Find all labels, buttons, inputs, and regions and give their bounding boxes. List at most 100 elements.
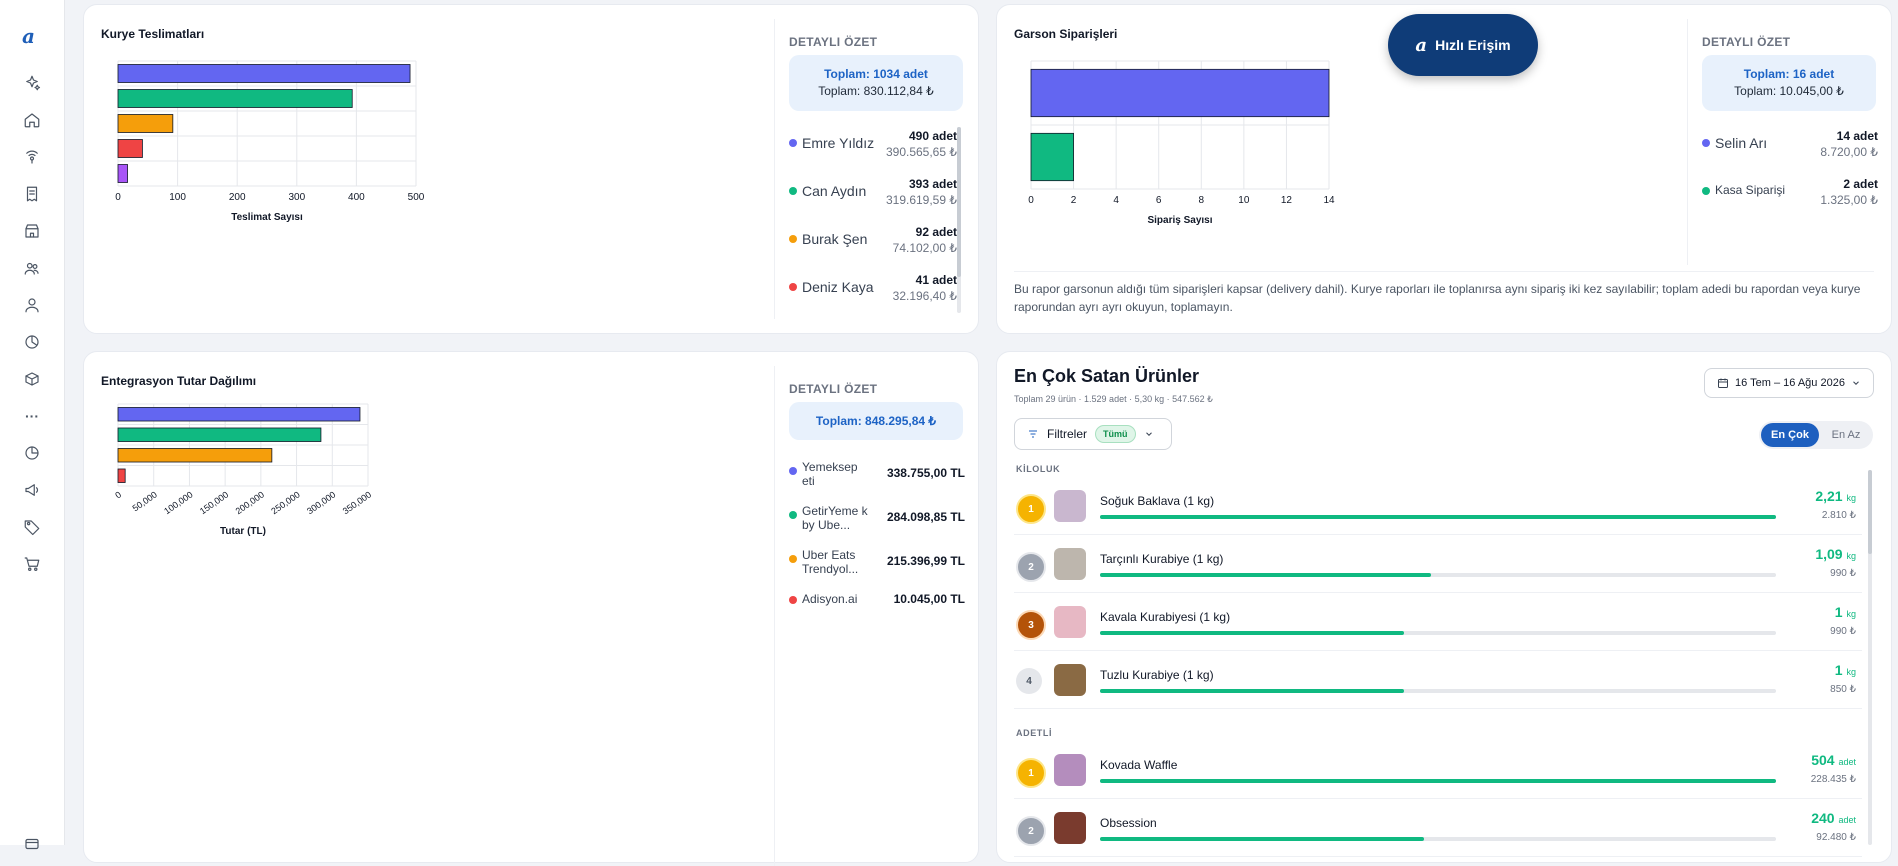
cart-icon[interactable] (12, 550, 52, 578)
bar[interactable] (117, 114, 174, 133)
person-count: 490 adet (908, 129, 957, 143)
card-icon[interactable] (12, 830, 52, 858)
product-row[interactable]: 2 Tarçınlı Kurabiye (1 kg) 1,09 kg 990 ₺ (1014, 536, 1862, 593)
pie-chart-icon[interactable] (12, 439, 52, 467)
product-name: Tarçınlı Kurabiye (1 kg) (1100, 552, 1224, 566)
waiter-title: Garson Siparişleri (1014, 27, 1118, 41)
legend-dot (1702, 187, 1710, 195)
filter-button[interactable]: Filtreler Tümü (1014, 418, 1172, 450)
app-logo[interactable]: a (22, 24, 35, 48)
product-share-fill (1100, 779, 1776, 783)
bar[interactable] (117, 89, 353, 108)
user-icon[interactable] (12, 291, 52, 319)
product-thumbnail (1054, 490, 1086, 522)
home-icon[interactable] (12, 106, 52, 134)
section-label: KİLOLUK (1016, 464, 1061, 474)
product-amount: 228.435 ₺ (1810, 774, 1856, 785)
product-amount: 990 ₺ (1830, 626, 1856, 637)
summary-heading: DETAYLI ÖZET (1702, 35, 1791, 49)
x-tick-label: 4 (1113, 195, 1119, 206)
quick-access-button[interactable]: a Hızlı Erişim (1388, 14, 1538, 76)
wireless-icon[interactable] (12, 143, 52, 171)
integration-row-1: Yemeksep eti 338.755,00 TL (789, 458, 965, 494)
date-range-button[interactable]: 16 Tem – 16 Ağu 2026 (1704, 368, 1874, 398)
product-row[interactable]: 1 Soğuk Baklava (1 kg) 2,21 kg 2.810 ₺ (1014, 478, 1862, 535)
rank-badge: 4 (1016, 668, 1042, 694)
integration-name: Uber Eats Trendyol... (802, 548, 859, 576)
product-qty-unit: kg (1846, 609, 1856, 619)
x-tick-label: 300,000 (305, 489, 337, 516)
analytics-icon[interactable] (12, 328, 52, 356)
x-tick-label: 500 (408, 192, 424, 203)
legend-dot (1702, 139, 1710, 147)
tag-icon[interactable] (12, 513, 52, 541)
bar[interactable] (117, 64, 411, 83)
person-count: 14 adet (1836, 129, 1878, 143)
product-row[interactable]: 4 Tuzlu Kurabiye (1 kg) 1 kg 850 ₺ (1014, 652, 1862, 709)
bar[interactable] (1030, 68, 1330, 118)
person-name: Deniz Kaya (802, 279, 874, 295)
sidebar: a ··· (0, 0, 65, 850)
product-qty: 1 kg (1835, 604, 1856, 620)
product-qty: 1 kg (1835, 662, 1856, 678)
integration-total: Toplam: 848.295,84 ₺ (815, 414, 937, 428)
courier-total-count: Toplam: 1034 adet (824, 67, 928, 81)
packages-icon[interactable] (12, 365, 52, 393)
products-scrollbar[interactable] (1868, 470, 1872, 845)
waiter-note: Bu rapor garsonun aldığı tüm siparişleri… (1014, 282, 1861, 314)
chevron-down-icon (1145, 432, 1152, 436)
x-tick-label: 350,000 (341, 489, 373, 516)
courier-row-2: Can Aydın 393 adet 319.619,59 ₺ (789, 177, 965, 217)
sparkles-icon[interactable] (12, 69, 52, 97)
more-icon[interactable]: ··· (25, 408, 39, 424)
integration-row-2: GetirYeme k by Ube... 284.098,85 TL (789, 502, 965, 538)
product-row[interactable]: 3 Kavala Kurabiyesi (1 kg) 1 kg 990 ₺ (1014, 594, 1862, 651)
rank-badge: 3 (1016, 610, 1046, 640)
waiter-row-2: Kasa Siparişi 2 adet 1.325,00 ₺ (1702, 177, 1878, 217)
product-share-track (1100, 837, 1776, 841)
courier-row-3: Burak Şen 92 adet 74.102,00 ₺ (789, 225, 965, 265)
users-icon[interactable] (12, 254, 52, 282)
product-share-track (1100, 779, 1776, 783)
toggle-least[interactable]: En Az (1831, 429, 1861, 441)
waiter-chart: 0 2 4 6 8 10 12 14 Sipariş Sayısı (1028, 60, 1335, 226)
x-tick-label: 10 (1238, 195, 1250, 206)
product-name: Tuzlu Kurabiye (1 kg) (1100, 668, 1214, 682)
x-tick-label: 12 (1281, 195, 1293, 206)
receipt-icon[interactable] (12, 180, 52, 208)
product-share-fill (1100, 515, 1776, 519)
courier-scrollbar[interactable] (957, 127, 961, 313)
waiter-total-count: Toplam: 16 adet (1743, 67, 1835, 81)
rank-badge: 2 (1016, 552, 1046, 582)
bar[interactable] (117, 468, 126, 483)
x-tick-label: 400 (348, 192, 365, 203)
integration-value: 10.045,00 TL (893, 592, 965, 606)
courier-title: Kurye Teslimatları (101, 27, 205, 41)
waiter-total-box: Toplam: 16 adet Toplam: 10.045,00 ₺ (1702, 55, 1876, 111)
x-tick-label: 200,000 (234, 489, 266, 516)
store-icon[interactable] (12, 217, 52, 245)
product-qty-value: 240 (1811, 810, 1835, 826)
integration-row-4: Adisyon.ai 10.045,00 TL (789, 592, 965, 616)
bar[interactable] (117, 448, 273, 463)
x-tick-label: 100,000 (162, 489, 194, 516)
megaphone-icon[interactable] (12, 476, 52, 504)
x-tick-label: 50,000 (131, 489, 159, 513)
product-qty-value: 1 (1834, 662, 1843, 678)
product-amount: 92.480 ₺ (1816, 832, 1856, 843)
bar[interactable] (1030, 132, 1074, 182)
integration-total-box: Toplam: 848.295,84 ₺ (789, 402, 963, 440)
bar[interactable] (117, 139, 143, 158)
x-tick-label: 0 (1028, 195, 1034, 206)
toggle-most[interactable]: En Çok (1761, 423, 1819, 447)
bar[interactable] (117, 164, 128, 183)
product-row[interactable]: 2 Obsession 240 adet 92.480 ₺ (1014, 800, 1862, 857)
courier-row-1: Emre Yıldız 490 adet 390.565,65 ₺ (789, 129, 965, 169)
product-qty-unit: kg (1846, 667, 1856, 677)
integration-value: 284.098,85 TL (886, 510, 965, 524)
product-row[interactable]: 1 Kovada Waffle 504 adet 228.435 ₺ (1014, 742, 1862, 799)
bar[interactable] (117, 427, 322, 442)
summary-heading: DETAYLI ÖZET (789, 382, 878, 396)
person-name: Kasa Siparişi (1715, 183, 1786, 197)
bar[interactable] (117, 407, 361, 422)
